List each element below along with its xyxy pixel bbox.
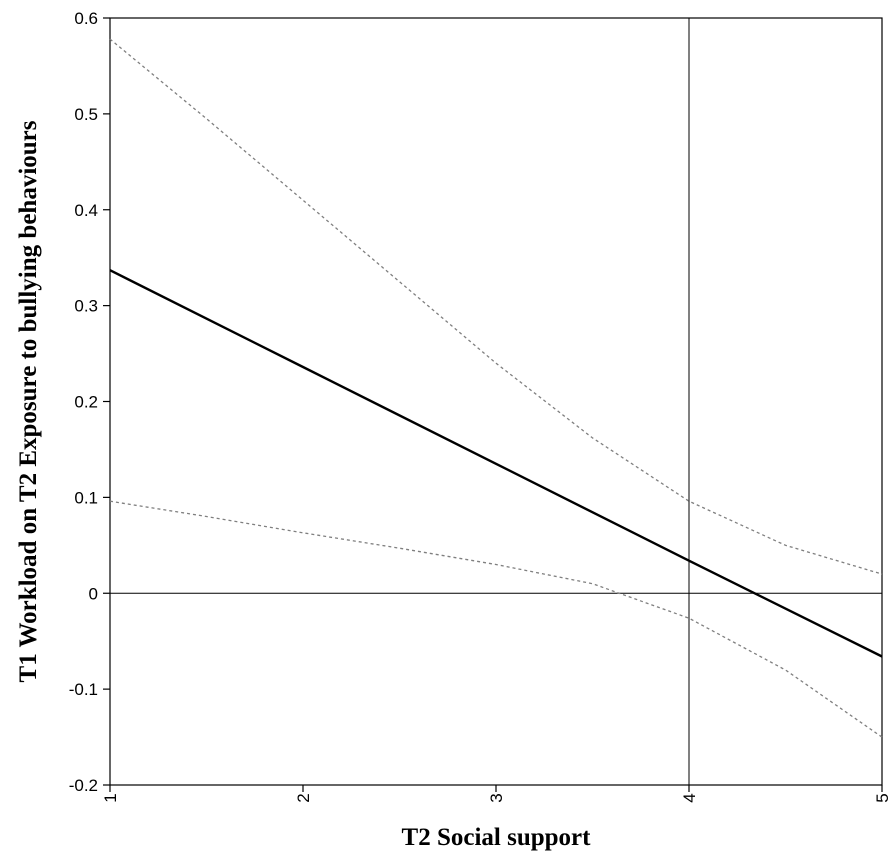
y-tick-label: 0.2 [74, 393, 98, 412]
confidence-band-line [109, 38, 883, 575]
y-tick-label: 0.4 [74, 201, 98, 220]
x-tick-label: 3 [487, 793, 506, 802]
x-tick-label: 2 [294, 793, 313, 802]
y-tick-label: -0.2 [69, 776, 98, 795]
x-tick-label: 5 [873, 793, 891, 802]
confidence-band-line [109, 500, 883, 738]
plot-frame [109, 17, 883, 786]
y-axis-title: T1 Workload on T2 Exposure to bullying b… [15, 120, 42, 682]
y-tick-label: -0.1 [69, 680, 98, 699]
y-tick-label: 0.1 [74, 488, 98, 507]
y-tick-label: 0.3 [74, 297, 98, 316]
y-tick-label: 0.5 [74, 105, 98, 124]
x-axis-title: T2 Social support [402, 824, 592, 851]
x-tick-label: 1 [101, 793, 120, 802]
y-tick-label: 0.6 [74, 9, 98, 28]
y-tick-label: 0 [89, 584, 98, 603]
x-tick-label: 4 [680, 793, 699, 802]
estimate-line [109, 269, 883, 658]
plot-area: -0.2 -0.1 0 0.1 0.2 0.3 0.4 0.5 0.6 1 2 3 4 5 [69, 9, 891, 803]
